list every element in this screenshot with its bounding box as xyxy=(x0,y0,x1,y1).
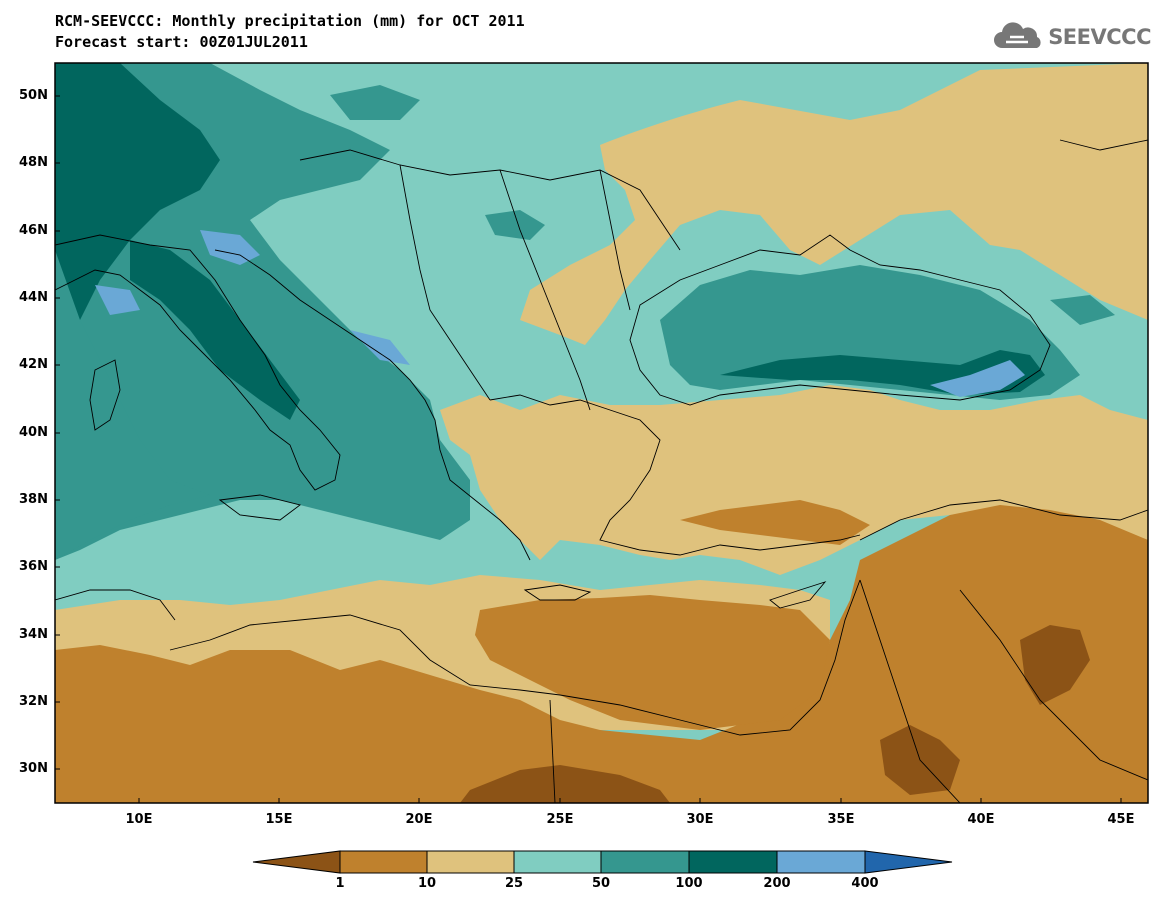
colorbar-above-400 xyxy=(864,850,953,874)
colorbar-label: 400 xyxy=(851,876,879,891)
lat-label: 38N xyxy=(19,492,48,507)
sardinia xyxy=(89,359,121,431)
balkan-border-2 xyxy=(499,169,591,411)
eastern-med-dry xyxy=(475,595,830,730)
ligurian-peak xyxy=(95,285,140,315)
moldova-border xyxy=(599,169,631,311)
lon-label: 25E xyxy=(546,812,574,827)
alps-very-wet xyxy=(55,63,220,340)
colorbar-1-10 xyxy=(339,850,428,874)
latitude-ticks xyxy=(55,95,60,770)
forecast-start-subtitle: Forecast start: 00Z01JUL2011 xyxy=(55,33,308,51)
colorbar-label: 10 xyxy=(417,876,437,891)
black-sea-peak xyxy=(930,360,1025,397)
iraq-border xyxy=(959,589,1148,781)
sicily xyxy=(218,494,302,521)
lon-label: 15E xyxy=(265,812,293,827)
tyrrhenian-wet xyxy=(55,250,210,560)
lon-label: 10E xyxy=(125,812,153,827)
lat-label: 46N xyxy=(19,223,48,238)
colorbar-25-50 xyxy=(513,850,602,874)
lon-label: 35E xyxy=(827,812,855,827)
balkan-border-1 xyxy=(399,164,491,401)
longitude-ticks xyxy=(138,798,1122,803)
italy-coast xyxy=(55,234,341,491)
dalmatia-peak xyxy=(350,330,410,365)
syria-turkey-border xyxy=(859,499,1148,541)
lat-label: 48N xyxy=(19,155,48,170)
lon-label: 20E xyxy=(405,812,433,827)
colorbar-label: 50 xyxy=(591,876,611,891)
apennines-very-wet xyxy=(130,240,300,420)
precipitation-field xyxy=(55,63,1148,803)
colorbar-label: 200 xyxy=(763,876,791,891)
arabia-dry-core xyxy=(1020,625,1090,705)
tunisia-coast xyxy=(55,589,176,621)
aegean-anatolia-coast xyxy=(489,394,861,556)
coastlines-and-borders xyxy=(55,139,1148,803)
russia-border xyxy=(1059,139,1148,151)
map-title: RCM-SEEVCCC: Monthly precipitation (mm) … xyxy=(55,12,525,30)
dry-anatolia xyxy=(440,385,1148,575)
seevccc-logo: SEEVCCC xyxy=(992,20,1151,54)
south-anatolia-dry xyxy=(680,500,870,545)
lat-label: 42N xyxy=(19,357,48,372)
lon-label: 30E xyxy=(686,812,714,827)
colorbar-50-100 xyxy=(600,850,690,874)
colorbar-200-400 xyxy=(776,850,866,874)
colorbar-100-200 xyxy=(688,850,778,874)
colorbar-below-1 xyxy=(252,850,341,874)
colorbar xyxy=(252,850,953,874)
colorbar-label: 1 xyxy=(335,876,345,891)
colorbar-10-25 xyxy=(426,850,515,874)
black-sea-coast xyxy=(629,234,1051,406)
lat-label: 32N xyxy=(19,694,48,709)
lon-label: 45E xyxy=(1107,812,1135,827)
logo-text: SEEVCCC xyxy=(1048,25,1151,49)
caucasus-wet-blob xyxy=(1050,295,1115,325)
libya-dry-core xyxy=(460,765,670,803)
cyprus xyxy=(769,581,827,609)
lat-label: 34N xyxy=(19,627,48,642)
lat-label: 44N xyxy=(19,290,48,305)
poland-wet-blob xyxy=(330,85,420,120)
desert-1-10mm xyxy=(55,505,1148,803)
lat-label: 40N xyxy=(19,425,48,440)
hungary-wet-blob xyxy=(485,210,545,240)
dry-ukraine xyxy=(520,63,1148,345)
lat-label: 36N xyxy=(19,559,48,574)
libya-egypt-border xyxy=(549,699,556,803)
cloud-icon xyxy=(994,22,1041,48)
lon-label: 40E xyxy=(967,812,995,827)
colorbar-label: 25 xyxy=(504,876,524,891)
lat-label: 50N xyxy=(19,88,48,103)
levant-border xyxy=(859,579,961,803)
lat-label: 30N xyxy=(19,761,48,776)
north-africa-coast xyxy=(169,579,861,736)
adriatic-east-coast xyxy=(214,249,531,561)
crete xyxy=(523,584,592,601)
central-europe-border xyxy=(299,149,681,251)
colorbar-label: 100 xyxy=(675,876,703,891)
adriatic-peak xyxy=(200,230,260,265)
